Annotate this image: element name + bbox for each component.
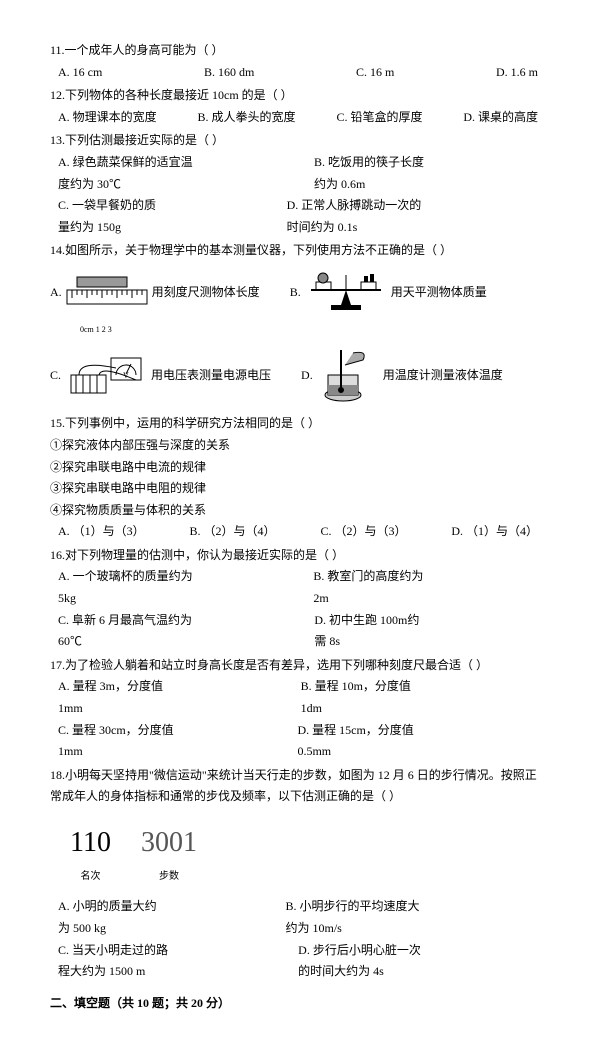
voltmeter-icon: V: [61, 350, 151, 400]
q13-c: C. 一袋早餐奶的质量约为 150g: [58, 195, 167, 238]
q17: 17.为了检验人躺着和站立时身高长度是否有差异，选用下列哪种刻度尺最合适（ ） …: [50, 655, 545, 763]
q14-c: 用电压表测量电源电压: [151, 365, 271, 387]
q13: 13.下列估测最接近实际的是（ ） A. 绿色蔬菜保鲜的适宜温度约为 30℃ B.…: [50, 130, 545, 238]
q16-a: A. 一个玻璃杯的质量约为 5kg: [58, 566, 193, 609]
q11-stem: 11.一个成年人的身高可能为（ ）: [50, 40, 545, 62]
q14-labC: C.: [50, 365, 61, 387]
q17-d: D. 量程 15cm，分度值 0.5mm: [297, 720, 425, 763]
q15-l3: ③探究串联电路中电阻的规律: [50, 478, 545, 500]
ruler-marks: 0cm 1 2 3: [80, 323, 545, 337]
q13-a: A. 绿色蔬菜保鲜的适宜温度约为 30℃: [58, 152, 194, 195]
q14-labA: A.: [50, 282, 62, 304]
q12-stem: 12.下列物体的各种长度最接近 10cm 的是（ ）: [50, 85, 545, 107]
q18: 18.小明每天坚持用"微信运动"来统计当天行走的步数，如图为 12 月 6 日的…: [50, 765, 545, 983]
q15-stem: 15.下列事例中，运用的科学研究方法相同的是（ ）: [50, 413, 545, 435]
thermometer-icon: [313, 345, 383, 405]
q15: 15.下列事例中，运用的科学研究方法相同的是（ ） ①探究液体内部压强与深度的关…: [50, 413, 545, 543]
q12-a: A. 物理课本的宽度: [58, 107, 157, 129]
q15-l2: ②探究串联电路中电流的规律: [50, 457, 545, 479]
q15-l4: ④探究物质质量与体积的关系: [50, 500, 545, 522]
q18-b: B. 小明步行的平均速度大约为 10m/s: [286, 896, 426, 939]
q13-stem: 13.下列估测最接近实际的是（ ）: [50, 130, 545, 152]
q16: 16.对下列物理量的估测中，你认为最接近实际的是（ ） A. 一个玻璃杯的质量约…: [50, 545, 545, 653]
q17-stem: 17.为了检验人躺着和站立时身高长度是否有差异，选用下列哪种刻度尺最合适（ ）: [50, 655, 545, 677]
q16-d: D. 初中生跑 100m约需 8s: [314, 610, 425, 653]
q16-b: B. 教室门的高度约为 2m: [313, 566, 425, 609]
q14-b: 用天平测物体质量: [391, 282, 487, 304]
q18-a: A. 小明的质量大约为 500 kg: [58, 896, 166, 939]
steps-num: 3001: [141, 818, 197, 868]
q15-a: A. （1）与（3）: [58, 521, 145, 543]
q15-c: C. （2）与（3）: [320, 521, 406, 543]
q14-labB: B.: [290, 282, 301, 304]
steps-lbl: 步数: [141, 868, 197, 886]
ruler-icon: [62, 272, 152, 312]
q11-d: D. 1.6 m: [496, 62, 538, 84]
wechat-widget: 110 名次 3001 步数: [70, 818, 545, 886]
rank-lbl: 名次: [70, 868, 111, 886]
q12-c: C. 铅笔盒的厚度: [336, 107, 422, 129]
q12-b: B. 成人拳头的宽度: [198, 107, 296, 129]
q17-a: A. 量程 3m，分度值 1mm: [58, 676, 181, 719]
q18-stem: 18.小明每天坚持用"微信运动"来统计当天行走的步数，如图为 12 月 6 日的…: [50, 765, 545, 808]
q14-labD: D.: [301, 365, 313, 387]
q14-stem: 14.如图所示，关于物理学中的基本测量仪器，下列使用方法不正确的是（ ）: [50, 240, 545, 262]
q11-c: C. 16 m: [356, 62, 394, 84]
q11-a: A. 16 cm: [58, 62, 102, 84]
q14: 14.如图所示，关于物理学中的基本测量仪器，下列使用方法不正确的是（ ） A. …: [50, 240, 545, 405]
q16-c: C. 阜新 6 月最高气温约为 60℃: [58, 610, 194, 653]
q16-stem: 16.对下列物理量的估测中，你认为最接近实际的是（ ）: [50, 545, 545, 567]
q14-a: 用刻度尺测物体长度: [152, 282, 260, 304]
q17-b: B. 量程 10m，分度值 1dm: [301, 676, 425, 719]
q11-b: B. 160 dm: [204, 62, 254, 84]
q15-l1: ①探究液体内部压强与深度的关系: [50, 435, 545, 457]
q13-d: D. 正常人脉搏跳动一次的时间约为 0.1s: [287, 195, 425, 238]
q15-b: B. （2）与（4）: [190, 521, 276, 543]
balance-icon: [301, 270, 391, 315]
q15-d: D. （1）与（4）: [451, 521, 538, 543]
q17-c: C. 量程 30cm，分度值 1mm: [58, 720, 177, 763]
q11: 11.一个成年人的身高可能为（ ） A. 16 cm B. 160 dm C. …: [50, 40, 545, 83]
q13-b: B. 吃饭用的筷子长度约为 0.6m: [314, 152, 425, 195]
q18-d: D. 步行后小明心脏一次的时间大约为 4s: [298, 940, 425, 983]
q18-c: C. 当天小明走过的路程大约为 1500 m: [58, 940, 178, 983]
section-2-title: 二、填空题（共 10 题；共 20 分）: [50, 993, 545, 1015]
q14-d: 用温度计测量液体温度: [383, 365, 503, 387]
q12-d: D. 课桌的高度: [463, 107, 538, 129]
q12: 12.下列物体的各种长度最接近 10cm 的是（ ） A. 物理课本的宽度 B.…: [50, 85, 545, 128]
rank-num: 110: [70, 818, 111, 868]
